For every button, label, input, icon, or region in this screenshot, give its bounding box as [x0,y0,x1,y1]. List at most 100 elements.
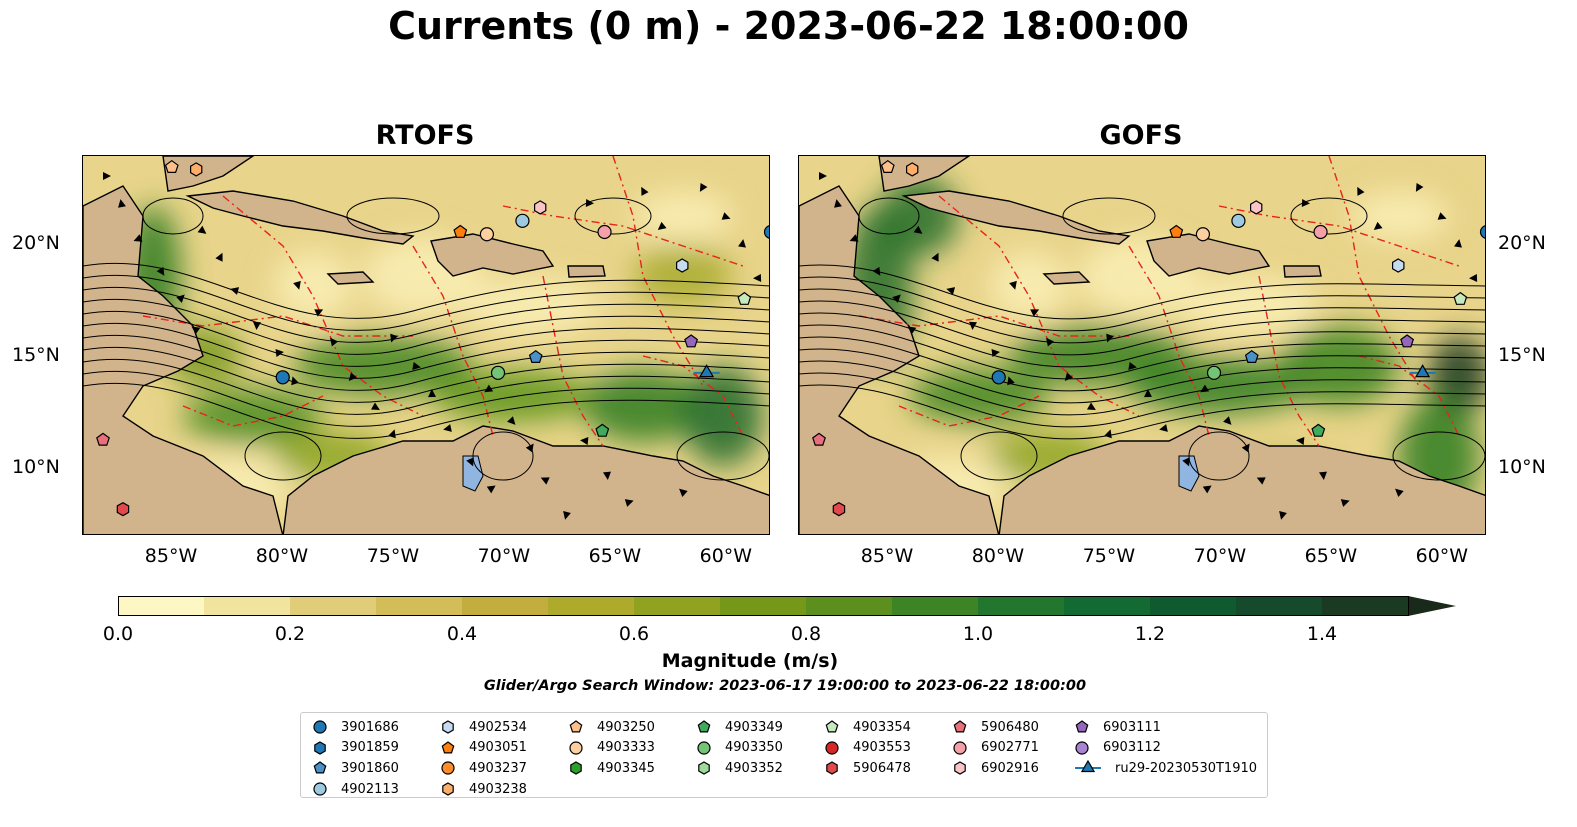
legend-marker-circle [313,782,327,796]
rtofs-marker-4903349 [595,423,610,437]
gofs-marker-6902916 [1250,200,1263,215]
gofs-marker-4903051 [1169,224,1184,238]
legend-label: 4903237 [469,760,527,776]
gofs-marker-6902771 [1313,224,1328,240]
colorbar-bin [1236,596,1323,616]
legend-column: 4903349 4903350 4903352 [695,717,783,779]
legend-label: 4903354 [853,719,911,735]
rtofs-lake [462,455,484,492]
legend-item: 4903237 [439,758,527,779]
legend-label: 5906480 [981,719,1039,735]
rtofs-land [83,156,769,534]
legend-item: 6903112 [1073,738,1257,759]
legend-column: 4903250 4903333 4903345 [567,717,655,779]
legend-marker-pentagon [313,761,327,774]
colorbar-bin [290,596,377,616]
legend-marker-hexagon [826,761,838,776]
legend-marker-circle [441,761,455,776]
colorbar-bin [1322,596,1409,616]
colorbar-tick-label: 1.2 [1134,623,1166,645]
colorbar-tick-label: 0.8 [790,623,822,645]
legend-item: 6902916 [951,758,1039,779]
legend-item: 5906480 [951,717,1039,738]
legend-item: ru29-20230530T1910 [1073,758,1257,779]
rtofs-marker-4903051 [453,224,468,238]
gofs-lon-tick-label: 85°W [860,545,914,567]
rtofs-lat-tick-label: 20°N [12,232,60,255]
colorbar-bin [462,596,549,616]
colorbar-bin [978,596,1065,616]
colorbar [118,596,1456,616]
gofs-marker-5906480 [812,432,826,446]
rtofs-marker-3901686 [275,370,290,385]
rtofs-marker-4903350 [490,365,506,380]
legend-label: 3901860 [341,760,399,776]
legend-item: 4902534 [439,717,527,738]
rtofs-lon-tick-label: 75°W [366,545,420,567]
legend-column: 5906480 6902771 6902916 [951,717,1039,779]
rtofs-flow-arrows [103,172,762,520]
colorbar-tick-label: 0.6 [618,623,650,645]
rtofs-lon-tick-label: 80°W [255,545,309,567]
legend-label: 6903111 [1103,719,1161,735]
gofs-marker-4902113 [1231,213,1246,228]
legend-column: 4903354 4903553 5906478 [823,717,911,779]
rtofs-marker-3901860 [528,349,543,363]
colorbar-extend-arrow [1408,596,1456,616]
legend-label: 3901686 [341,719,399,735]
legend-item: 4903553 [823,738,911,759]
legend-label: 4903238 [469,781,527,797]
rtofs-lat-tick-label: 10°N [12,455,60,478]
legend-column: 4902534 4903051 4903237 4903238 [439,717,527,799]
gofs-lon-tick-label: 80°W [971,545,1025,567]
legend-marker-pentagon [953,720,967,733]
gofs-marker-3901686 [991,370,1006,385]
gofs-land [799,156,1485,534]
legend-marker-pentagon [1075,720,1089,733]
gofs-marker-4903350 [1206,365,1222,380]
legend-marker-circle [697,741,711,755]
legend-item: 4903345 [567,758,655,779]
legend-item: 4903350 [695,738,783,759]
legend-item: 6902771 [951,738,1039,759]
legend-label: 6902771 [981,740,1039,756]
legend-marker-pentagon [569,720,583,733]
gofs-marker-6903111 [1400,334,1415,348]
legend-marker-hexagon [570,761,582,776]
rtofs-marker-ru29-20230530T1910 [699,364,715,378]
colorbar-bin [548,596,635,616]
gofs-lon-tick-label: 65°W [1304,545,1358,567]
rtofs-marker-4902113 [515,213,530,228]
legend-item: 6903111 [1073,717,1257,738]
rtofs-marker-6902771 [597,224,612,240]
legend-marker-circle [825,741,839,755]
rtofs-marker-3901686 [763,225,769,239]
rtofs-marker-6903111 [684,334,699,348]
legend-label: 6902916 [981,760,1039,776]
rtofs-marker-5906478 [116,502,130,517]
platform-legend: 3901686 3901859 3901860 4902113 4902534 49030… [300,712,1268,798]
legend-marker-pentagon [441,741,455,754]
colorbar-bin [1064,596,1151,616]
legend-item: 4903250 [567,717,655,738]
gofs-panel-title: GOFS [1099,120,1183,151]
gofs-marker-4902534 [1391,258,1405,273]
legend-marker-hexagon [698,761,710,776]
colorbar-tick-label: 0.2 [274,623,306,645]
gofs-marker-ru29-20230530T1910 [1415,364,1431,378]
legend-marker-circle [313,720,327,734]
legend-item: 4903349 [695,717,783,738]
legend-label: ru29-20230530T1910 [1115,760,1258,776]
gofs-marker-4903354 [1453,291,1468,305]
rtofs-marker-4903354 [737,291,752,305]
legend-label: 4903553 [853,740,911,756]
legend-label: 4903350 [725,740,783,756]
legend-marker-hexagon [442,782,454,796]
gofs-marker-4903238 [905,162,919,177]
gofs-lat-tick-label: 20°N [1498,232,1546,255]
legend-item: 5906478 [823,758,911,779]
rtofs-marker-4903250 [164,159,179,173]
gofs-lake [1178,455,1200,492]
colorbar-bin [634,596,721,616]
rtofs-eez-boundaries [142,156,744,447]
